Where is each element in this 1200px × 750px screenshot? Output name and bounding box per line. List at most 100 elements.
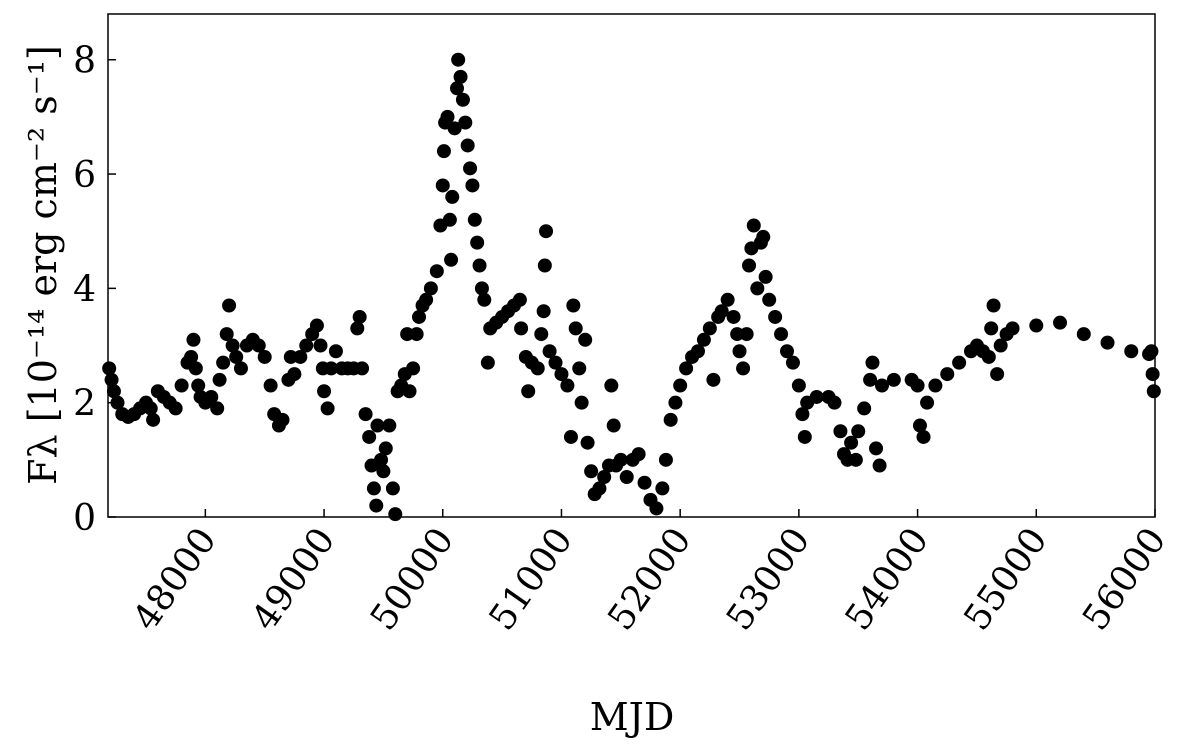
point	[637, 475, 652, 490]
point	[458, 115, 473, 130]
point	[566, 298, 581, 313]
point	[460, 138, 475, 153]
point	[592, 481, 607, 496]
point	[263, 378, 278, 393]
x-axis-label: MJD	[590, 695, 675, 739]
point	[797, 429, 812, 444]
point	[726, 309, 741, 324]
point	[450, 81, 464, 96]
point	[952, 355, 967, 370]
point	[1124, 344, 1139, 359]
point	[429, 264, 444, 279]
point	[604, 378, 619, 393]
point	[317, 384, 332, 399]
point	[762, 292, 777, 307]
point	[366, 481, 381, 496]
point	[702, 321, 717, 336]
point	[886, 372, 901, 387]
point	[851, 424, 866, 439]
point	[444, 252, 459, 267]
point	[191, 378, 206, 393]
point	[679, 361, 694, 376]
point	[606, 418, 621, 433]
point	[521, 384, 536, 399]
point	[631, 447, 646, 462]
point	[869, 441, 884, 456]
point	[720, 292, 735, 307]
point	[374, 452, 389, 467]
point	[463, 161, 478, 176]
x-tick-label: 52000	[600, 521, 699, 638]
point	[809, 389, 824, 404]
point	[795, 407, 810, 422]
point	[534, 327, 549, 342]
point	[445, 189, 460, 204]
point	[537, 258, 552, 273]
point	[536, 304, 551, 319]
point	[910, 378, 925, 393]
point	[1100, 335, 1115, 350]
x-tick-label: 54000	[838, 521, 937, 638]
x-tick-label: 51000	[482, 521, 581, 638]
point	[673, 378, 688, 393]
point	[251, 338, 266, 353]
point	[210, 401, 225, 416]
point	[328, 344, 343, 359]
point	[419, 292, 434, 307]
point	[382, 418, 397, 433]
plot-frame	[107, 13, 1156, 518]
y-tick-label: 0	[73, 498, 96, 539]
point	[233, 361, 248, 376]
point	[216, 355, 231, 370]
point	[409, 327, 424, 342]
point	[993, 338, 1008, 353]
point	[984, 321, 999, 336]
point	[780, 344, 795, 359]
point	[447, 121, 462, 136]
x-tick-label: 49000	[244, 521, 343, 638]
point	[580, 435, 595, 450]
point	[690, 344, 705, 359]
point	[293, 349, 308, 364]
point	[313, 338, 328, 353]
point	[706, 372, 721, 387]
point	[756, 229, 771, 244]
point	[785, 355, 800, 370]
point	[219, 327, 234, 342]
point	[204, 389, 219, 404]
point	[370, 418, 385, 433]
y-axis-label: Fλ [10⁻¹⁴ erg cm⁻² s⁻¹]	[21, 45, 65, 485]
point	[106, 384, 121, 399]
point	[168, 401, 183, 416]
point	[110, 395, 125, 410]
point	[1146, 384, 1161, 399]
y-tick-label: 8	[73, 41, 96, 82]
point	[739, 327, 754, 342]
x-tick-label: 56000	[1075, 521, 1174, 638]
point	[352, 309, 367, 324]
point	[514, 321, 529, 336]
point	[440, 109, 455, 124]
point	[474, 281, 489, 296]
point	[358, 407, 373, 422]
point	[574, 395, 589, 410]
point	[1005, 321, 1020, 336]
point	[229, 349, 244, 364]
point	[663, 412, 678, 427]
point	[1076, 327, 1091, 342]
point	[146, 412, 161, 427]
point	[406, 361, 421, 376]
point	[385, 481, 400, 496]
point	[568, 321, 583, 336]
point	[184, 349, 199, 364]
point	[225, 338, 240, 353]
point	[455, 92, 470, 107]
point	[402, 384, 417, 399]
point	[477, 292, 492, 307]
point	[362, 429, 377, 444]
point	[376, 464, 391, 479]
point	[649, 501, 664, 516]
point	[658, 452, 673, 467]
point	[451, 52, 466, 67]
point	[186, 332, 201, 347]
